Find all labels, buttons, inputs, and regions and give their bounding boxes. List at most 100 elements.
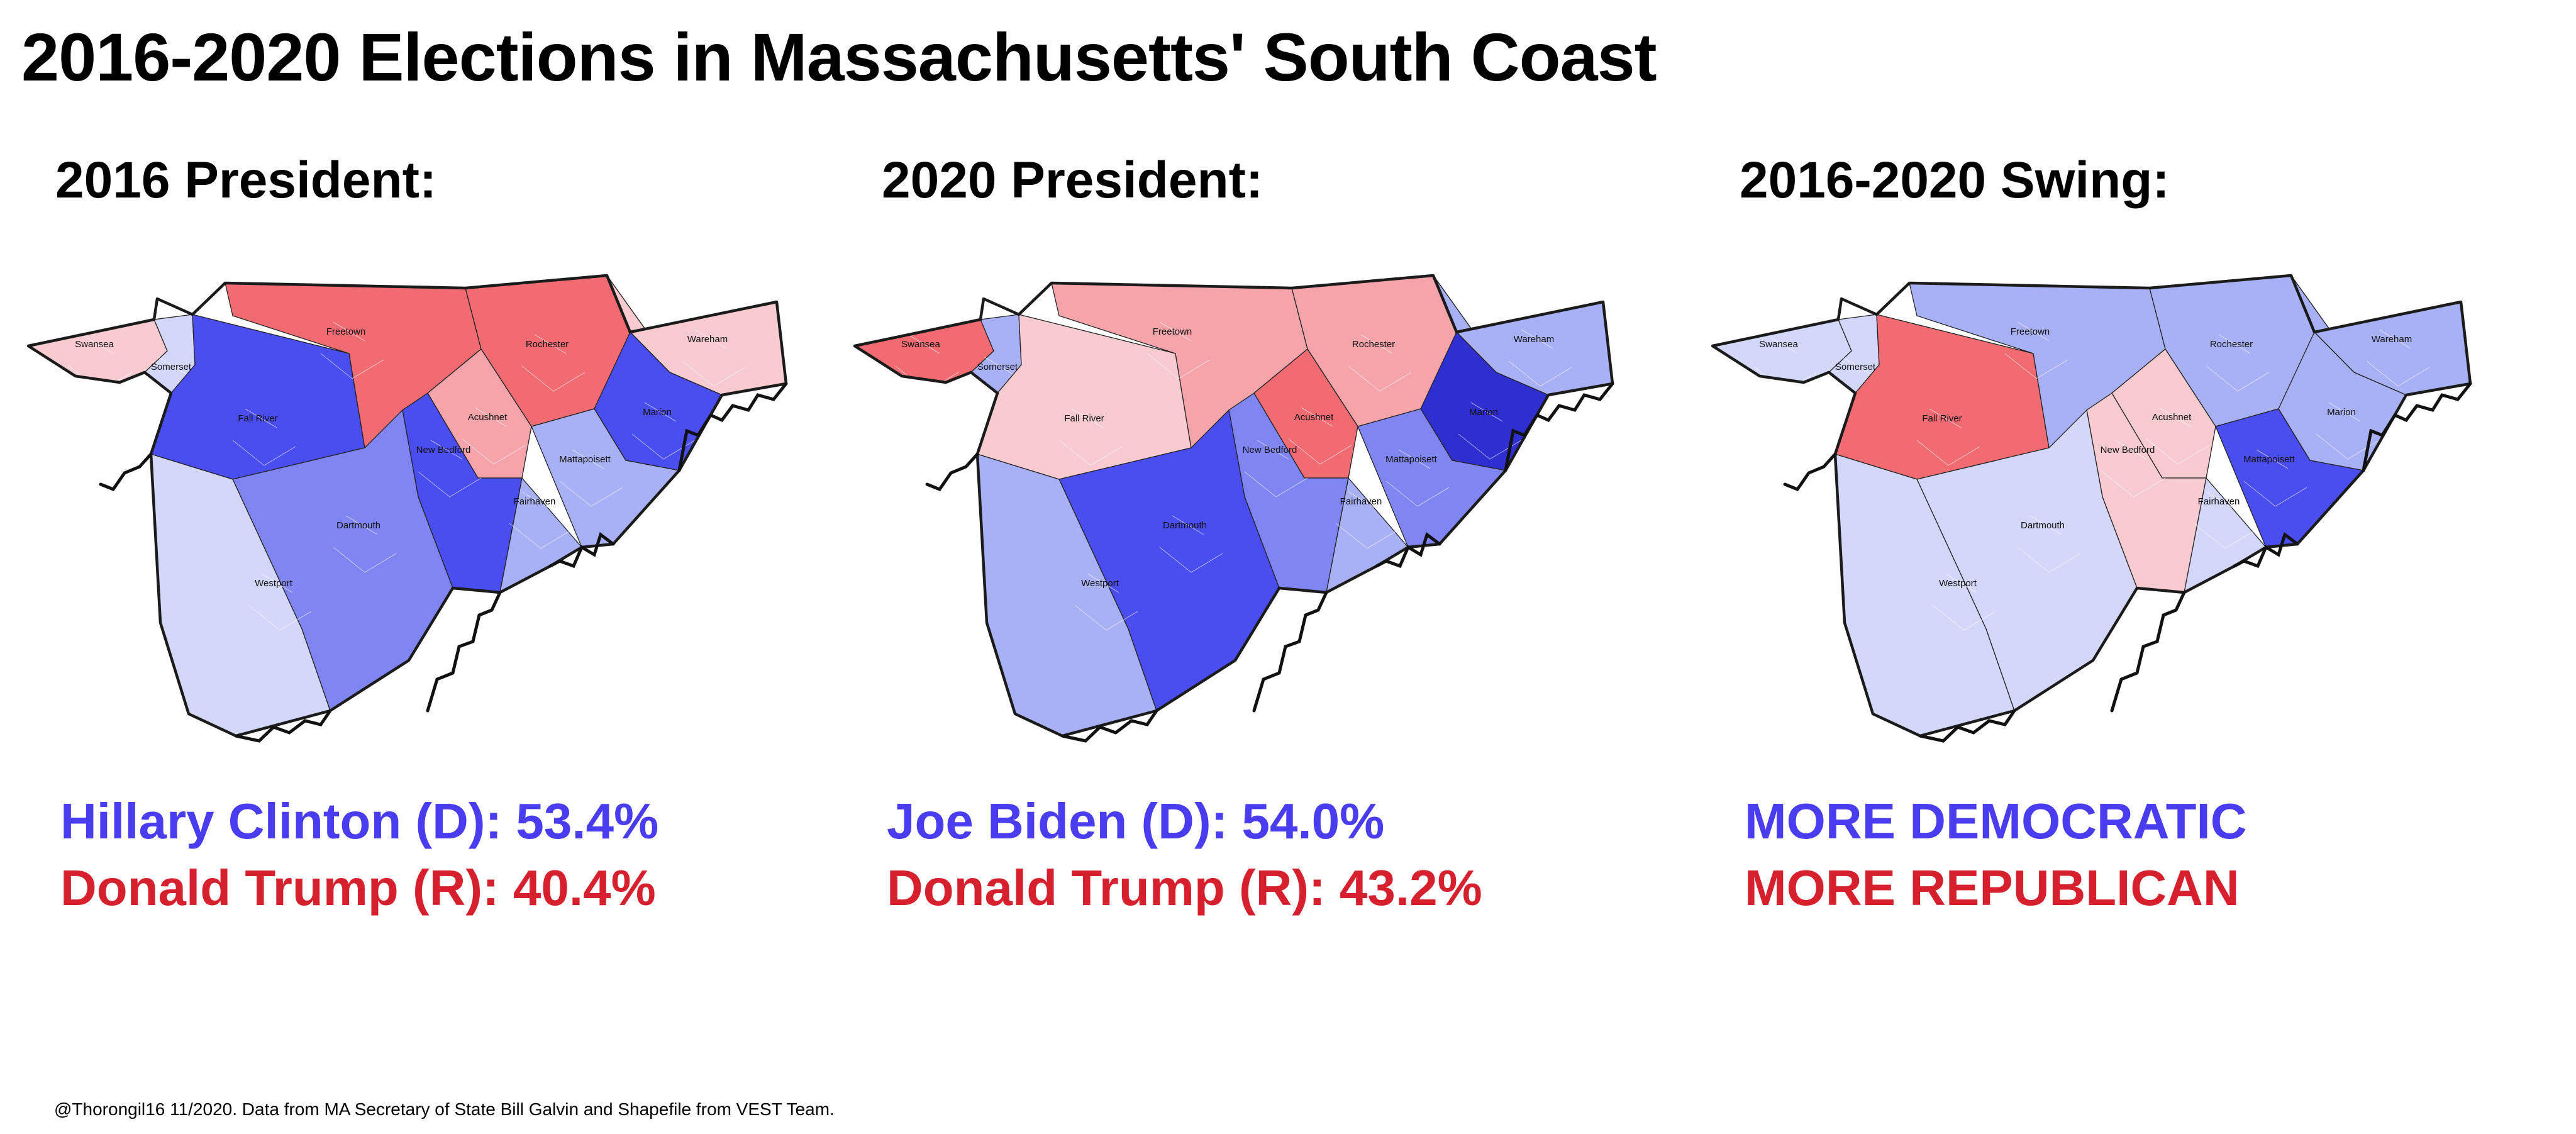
legend-dem-candidate: Hillary Clinton (D): 53.4% — [60, 793, 659, 849]
precinct-lines — [232, 408, 296, 466]
coastline — [1918, 709, 2016, 743]
source-credit: @Thorongil16 11/2020. Data from MA Secre… — [54, 1099, 835, 1119]
precinct-lines — [1916, 408, 1980, 466]
coastline — [2110, 591, 2186, 713]
coastline — [2233, 531, 2299, 569]
precinct-lines — [333, 515, 397, 573]
town-label-mattapoisett: Mattapoisett — [2243, 454, 2296, 465]
panel-2016-president: 2016 President: Swansea Somerset Fall Rive… — [25, 151, 843, 943]
coastline — [2362, 382, 2472, 472]
town-label-new-bedford: New Bedford — [416, 445, 471, 455]
town-label-swansea: Swansea — [75, 339, 114, 350]
region-outline — [853, 274, 1614, 738]
precinct-lines — [1508, 329, 1572, 387]
town-label-freetown: Freetown — [2011, 326, 2050, 337]
town-label-westport: Westport — [255, 578, 293, 589]
town-label-westport: Westport — [1939, 578, 1977, 589]
precinct-lines — [1932, 573, 1996, 631]
precinct-lines — [509, 491, 573, 549]
panel-heading: 2016 President: — [55, 152, 437, 209]
precinct-lines — [2206, 334, 2270, 392]
town-label-new-bedford: New Bedford — [1243, 445, 1297, 455]
precinct-lines — [682, 329, 746, 387]
town-label-mattapoisett: Mattapoisett — [1385, 454, 1438, 465]
coastline — [1783, 452, 1837, 492]
town-label-marion: Marion — [643, 407, 672, 418]
map-2016-president: Swansea Somerset Fall River Freetown Rochest… — [26, 274, 788, 743]
town-label-fairhaven: Fairhaven — [2198, 496, 2240, 507]
town-label-somerset: Somerset — [977, 362, 1018, 372]
town-label-dartmouth: Dartmouth — [336, 520, 380, 531]
legend-more-republican: MORE REPUBLICAN — [1745, 860, 2240, 916]
town-label-acushnet: Acushnet — [2152, 412, 2192, 423]
precinct-lines — [2146, 407, 2210, 465]
precinct-lines — [1146, 321, 1211, 379]
precinct-lines — [69, 334, 133, 392]
coastline — [677, 382, 788, 472]
coastline — [1060, 709, 1158, 743]
precinct-lines — [1335, 491, 1399, 549]
region-outline — [1711, 274, 2472, 738]
town-label-fall-river: Fall River — [1922, 413, 1962, 424]
town-label-dartmouth: Dartmouth — [2021, 520, 2065, 531]
precinct-lines — [248, 573, 312, 631]
town-label-fall-river: Fall River — [1064, 413, 1104, 424]
town-label-rochester: Rochester — [2210, 339, 2253, 350]
town-label-swansea: Swansea — [901, 339, 940, 350]
precinct-lines — [1074, 573, 1138, 631]
legend-rep-candidate: Donald Trump (R): 43.2% — [887, 860, 1482, 916]
town-label-westport: Westport — [1081, 578, 1119, 589]
precinct-lines — [2017, 515, 2081, 573]
town-label-dartmouth: Dartmouth — [1163, 520, 1207, 531]
precinct-lines — [2243, 449, 2307, 507]
town-label-wareham: Wareham — [2372, 334, 2412, 345]
panel-2020-president: 2020 President: Swansea Somerset Fall Rive… — [852, 151, 1669, 943]
map-2016-2020-swing: Swansea Somerset Fall River Freetown Rochest… — [1711, 274, 2472, 743]
precinct-lines — [2102, 440, 2166, 498]
page-title: 2016-2020 Elections in Massachusetts' So… — [21, 19, 1657, 95]
coastline — [925, 452, 979, 492]
coastline — [426, 591, 502, 713]
precinct-lines — [1244, 440, 1308, 498]
precinct-lines — [1058, 408, 1123, 466]
precinct-lines — [462, 407, 526, 465]
precinct-lines — [1159, 515, 1223, 573]
coastline — [99, 452, 153, 492]
precinct-lines — [559, 449, 623, 507]
panel-heading: 2020 President: — [882, 152, 1263, 209]
precinct-lines — [320, 321, 384, 379]
panel-2016-2020-swing: 2016-2020 Swing: Swansea Somerset Fall Riv… — [1709, 151, 2527, 943]
town-label-mattapoisett: Mattapoisett — [559, 454, 611, 465]
precinct-lines — [895, 334, 959, 392]
precinct-lines — [418, 440, 482, 498]
precinct-lines — [1753, 334, 1817, 392]
region-outline — [26, 274, 788, 738]
town-label-wareham: Wareham — [687, 334, 728, 345]
precinct-lines — [521, 334, 586, 392]
coastline — [1252, 591, 1328, 713]
legend-more-democratic: MORE DEMOCRATIC — [1745, 793, 2247, 849]
coastline — [548, 531, 615, 569]
town-label-new-bedford: New Bedford — [2101, 445, 2155, 455]
precinct-lines — [2193, 491, 2257, 549]
precinct-lines — [1348, 334, 1412, 392]
town-label-freetown: Freetown — [1153, 326, 1192, 337]
town-label-swansea: Swansea — [1759, 339, 1798, 350]
coastline — [1504, 382, 1614, 472]
town-label-rochester: Rochester — [526, 339, 569, 350]
town-label-fairhaven: Fairhaven — [514, 496, 556, 507]
precinct-lines — [1385, 449, 1450, 507]
town-label-acushnet: Acushnet — [468, 412, 508, 423]
precinct-lines — [2366, 329, 2430, 387]
legend-dem-candidate: Joe Biden (D): 54.0% — [887, 793, 1385, 849]
town-label-fall-river: Fall River — [238, 413, 277, 424]
town-label-marion: Marion — [2327, 407, 2356, 418]
precinct-lines — [2004, 321, 2068, 379]
legend-rep-candidate: Donald Trump (R): 40.4% — [60, 860, 656, 916]
town-label-marion: Marion — [1469, 407, 1498, 418]
map-2020-president: Swansea Somerset Fall River Freetown Rochest… — [853, 274, 1614, 743]
town-label-somerset: Somerset — [1835, 362, 1876, 372]
town-label-freetown: Freetown — [326, 326, 366, 337]
coastline — [234, 709, 332, 743]
coastline — [1375, 531, 1441, 569]
